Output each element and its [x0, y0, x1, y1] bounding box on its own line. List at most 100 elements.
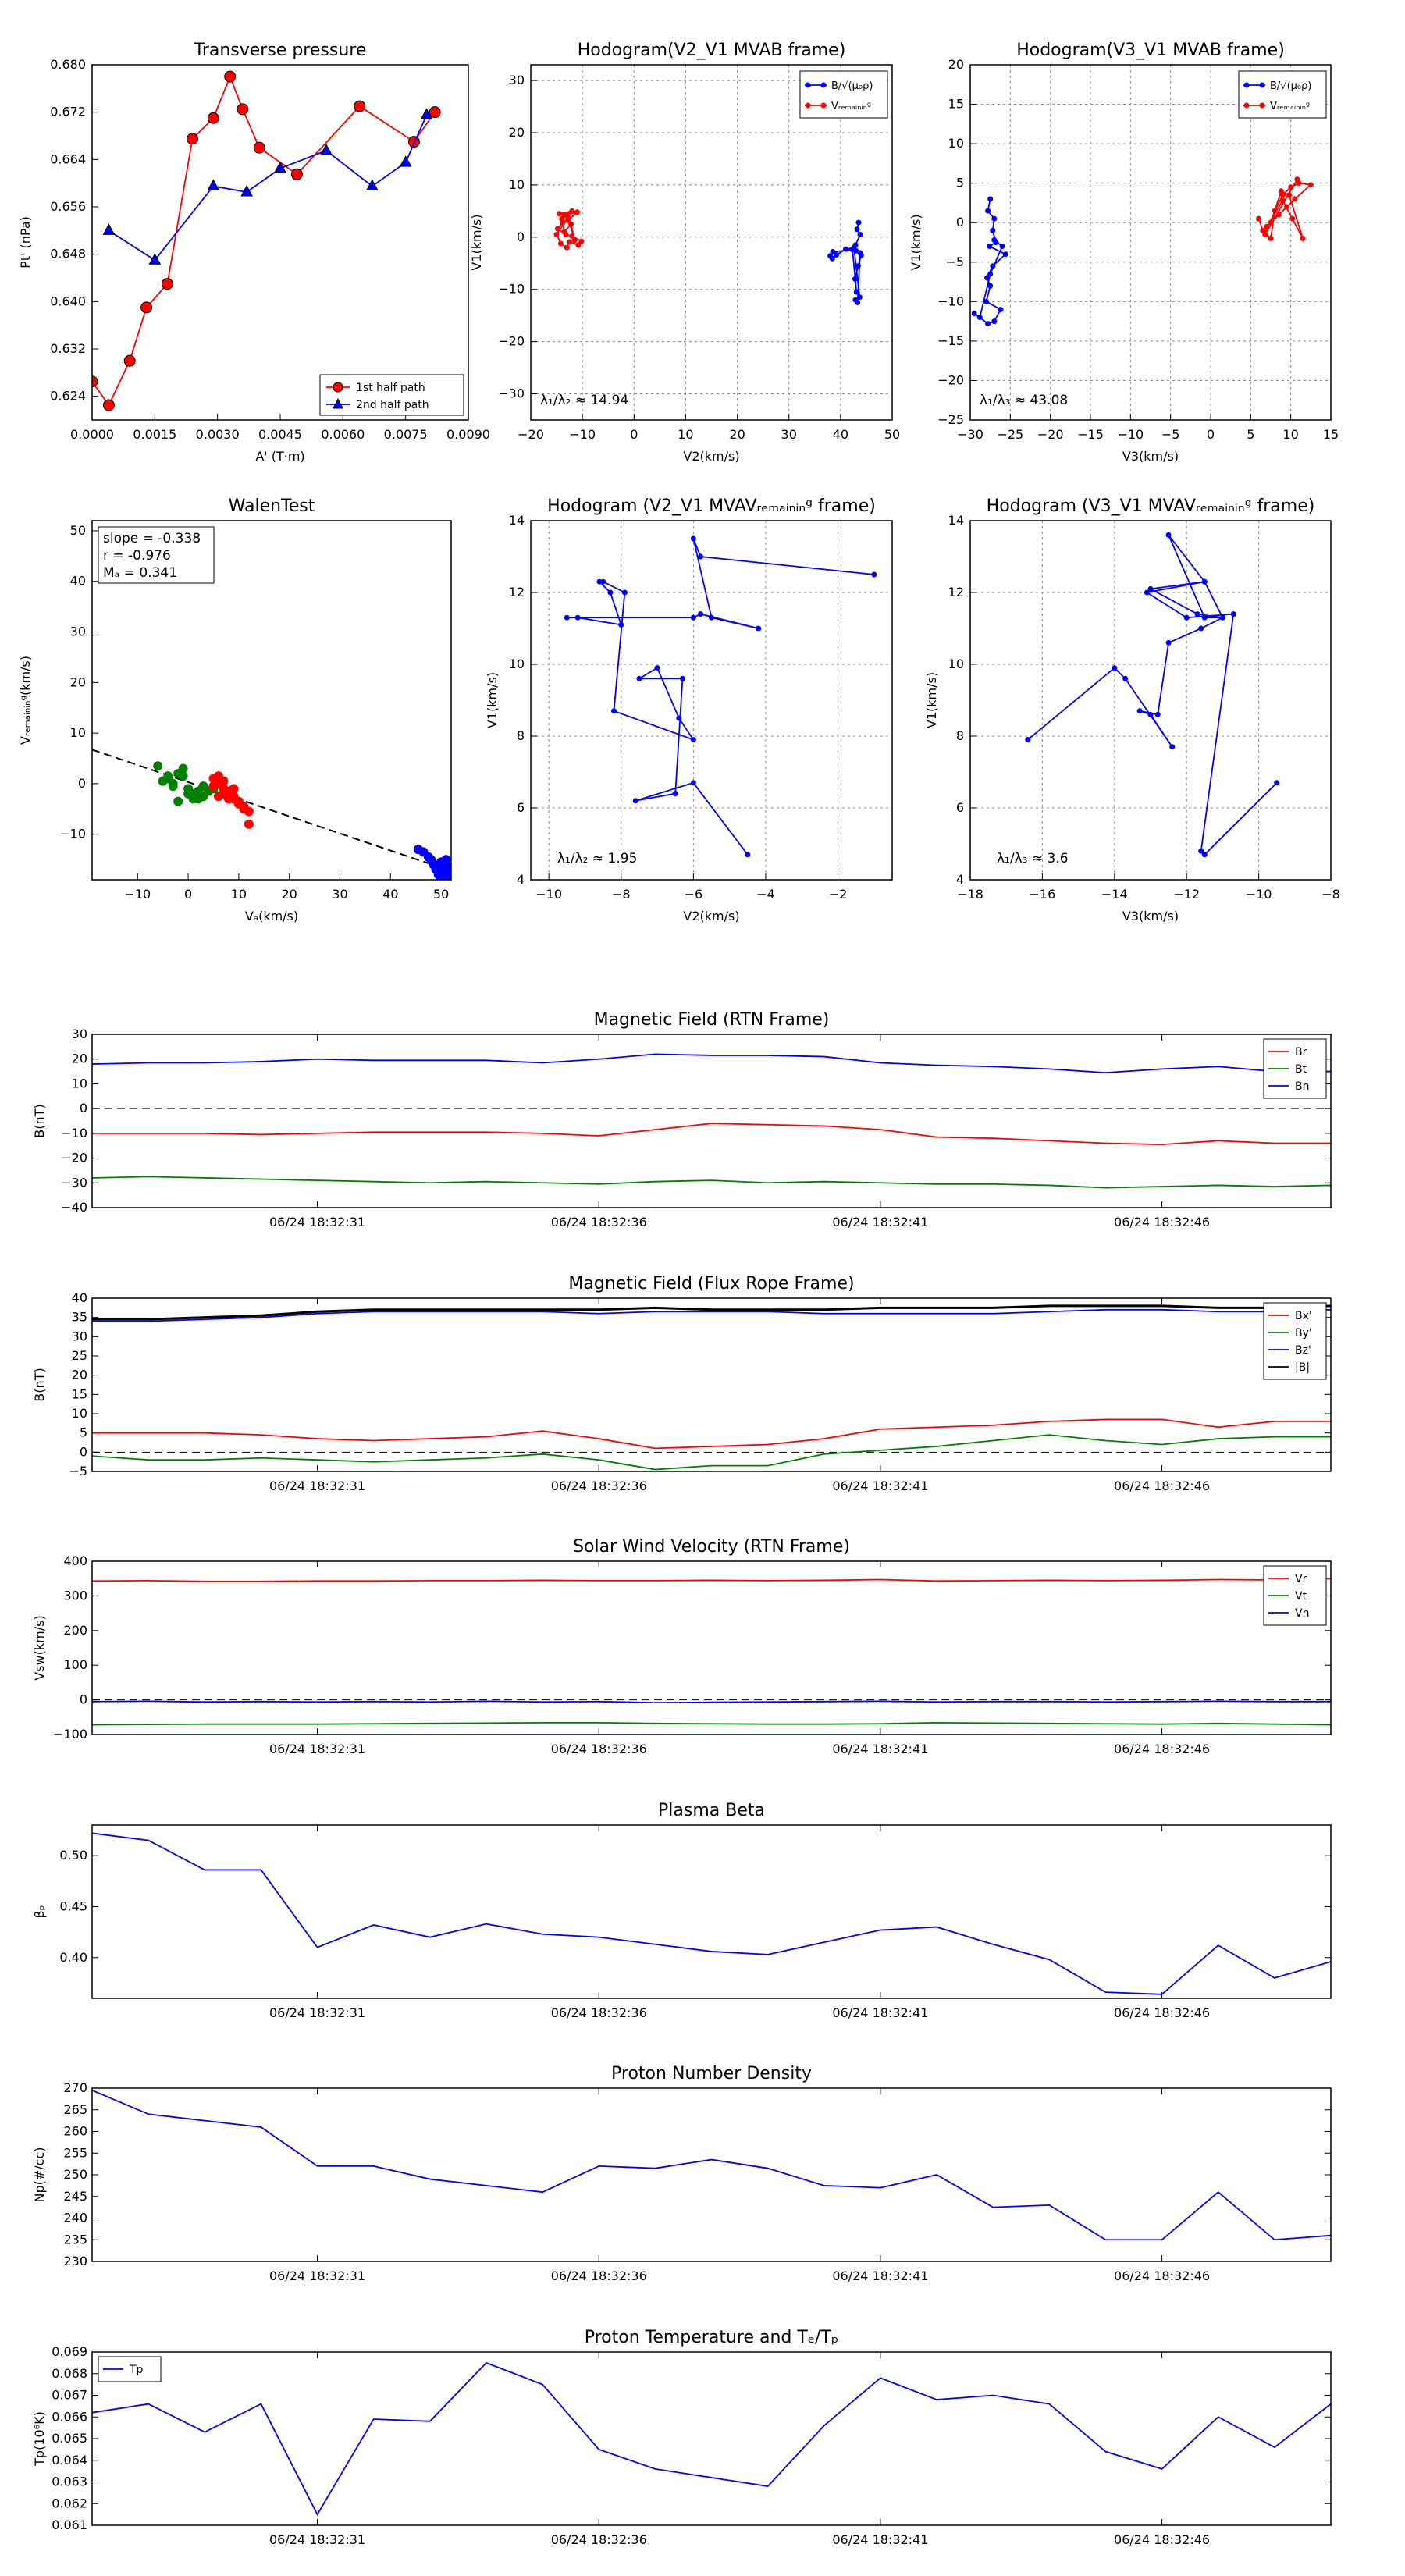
mvav21-plot-area	[564, 535, 877, 858]
tp-point-2nd half path	[420, 108, 433, 119]
hodo31-point-B	[984, 298, 990, 304]
walen-ytick-label: 40	[70, 574, 86, 589]
hodo31-point-B	[984, 275, 991, 281]
hodo21-plot-area	[553, 208, 864, 305]
mvav21-point-path	[610, 708, 617, 714]
tp-point-2nd half path	[320, 143, 333, 155]
hodo31-point-B	[971, 311, 977, 316]
hodo31-xtick-label: 0	[1207, 427, 1215, 442]
np-ytick-label: 255	[63, 2145, 87, 2160]
mvav21-xlabel: V2(km/s)	[683, 909, 739, 923]
brtn-ylabel: B(nT)	[32, 1104, 47, 1137]
np-xtick-label: 06/24 18:32:36	[551, 2268, 647, 2283]
hodo31-point-V	[1268, 219, 1274, 226]
hodo21-ytick-label: 10	[509, 177, 525, 192]
mvav21-point-path	[745, 852, 751, 858]
hodo31-point-B	[999, 244, 1005, 250]
hodo31-point-B	[987, 244, 993, 250]
mvav31-plot-frame	[969, 520, 1332, 881]
mvav21-point-path	[690, 737, 696, 743]
hodo31-point-B	[987, 196, 994, 202]
tpchart-ytick-label: 0.066	[52, 2409, 87, 2424]
hodo21-ytick-label: 0	[517, 229, 525, 244]
hodo21-point-V	[553, 231, 560, 237]
hodo31-legend-marker	[1243, 82, 1250, 88]
mvav31-point-path	[1201, 852, 1208, 858]
hodo21-title: Hodogram(V2_V1 MVAB frame)	[578, 41, 846, 60]
bfr-ytick-label: 5	[80, 1425, 87, 1440]
vsw-plot-area	[92, 1578, 1331, 1726]
bfr-legend-label: Bz'	[1295, 1344, 1311, 1357]
beta-ytick-label: 0.45	[59, 1898, 87, 1913]
beta-xtick-label: 06/24 18:32:31	[269, 2005, 365, 2020]
mvav21-ytick-label: 4	[517, 872, 525, 887]
mvav21-plot-frame	[530, 520, 893, 881]
tpchart-xtick-label: 06/24 18:32:36	[551, 2532, 647, 2547]
hodo31-ylabel: V1(km/s)	[909, 214, 923, 270]
hodo31-series-B-line	[973, 198, 1007, 325]
mvav31-point-path	[1183, 614, 1190, 621]
hodo31-ytick-label: 5	[956, 176, 964, 190]
tp-xtick-label: 0.0090	[446, 427, 490, 442]
tp-ytick-label: 0.672	[50, 105, 86, 119]
np-series-Np	[92, 2089, 1331, 2241]
walen-ytick-label: 30	[70, 624, 86, 639]
tp-point-2nd half path	[399, 155, 412, 167]
mvav21-title: Hodogram (V2_V1 MVAVᵣₑₘₐᵢₙᵢₙᵍ frame)	[547, 496, 876, 516]
mvav21-point-path	[690, 614, 696, 621]
beta-ytick-label: 0.50	[59, 1848, 87, 1863]
hodo31-legend-marker	[1259, 82, 1265, 88]
bfr-xtick-label: 06/24 18:32:31	[269, 1478, 365, 1493]
mvav31-point-path	[1165, 639, 1172, 646]
bfr-series-Bz'	[92, 1308, 1331, 1322]
walen-point-green	[188, 794, 198, 804]
hodo21-point-B	[829, 255, 835, 262]
hodo31-ytick-label: −20	[937, 372, 964, 387]
walen-ytick-label: 10	[70, 725, 86, 740]
mvav21-xtick-label: −6	[685, 887, 703, 902]
tp-xtick-label: 0.0030	[196, 427, 240, 442]
walen-plot-area	[92, 749, 451, 880]
vsw-legend-label: Vn	[1295, 1607, 1309, 1620]
tp-title: Transverse pressure	[194, 41, 367, 60]
hodo21-point-B	[854, 226, 860, 233]
hodo31-point-V	[1288, 184, 1294, 190]
tp-legend-marker	[333, 397, 343, 409]
hodo31-ytick-label: −5	[945, 254, 964, 269]
tp-xtick-label: 0.0000	[70, 427, 114, 442]
tp-point-1st half path	[224, 70, 237, 83]
brtn-ytick-label: −20	[61, 1151, 87, 1165]
mvav21-point-path	[690, 780, 696, 786]
mvav21-point-path	[621, 589, 628, 596]
hodo21-xtick-label: 40	[833, 427, 848, 442]
mvav31-point-path	[1219, 614, 1225, 621]
brtn-ytick-label: −30	[61, 1175, 87, 1190]
hodo21-xtick-label: 50	[884, 427, 900, 442]
vsw-legend-label: Vr	[1295, 1573, 1307, 1585]
hodo31-point-V	[1264, 223, 1270, 229]
beta-title: Plasma Beta	[658, 1801, 765, 1820]
hodo31-title: Hodogram(V3_V1 MVAB frame)	[1016, 41, 1285, 60]
tpchart-xtick-label: 06/24 18:32:31	[269, 2532, 365, 2547]
tp-point-2nd half path	[274, 161, 286, 173]
hodo21-ytick-label: 20	[509, 125, 525, 140]
tp-point-1st half path	[407, 136, 420, 148]
mvav21-point-path	[676, 715, 682, 721]
bfr-legend-label: |B|	[1295, 1361, 1310, 1374]
hodo31-legend-marker	[1259, 102, 1265, 109]
hodo31-point-B	[1002, 251, 1008, 258]
walen-stats-line: slope = -0.338	[103, 531, 201, 546]
hodo21-point-V	[567, 239, 573, 245]
hodo21-legend-label: Vᵣₑₘₐᵢₙᵢₙᵍ	[831, 101, 871, 112]
vsw-legend-label: Vt	[1295, 1590, 1307, 1603]
mvav31-point-path	[1169, 744, 1176, 750]
np-ytick-label: 265	[63, 2102, 87, 2117]
bfr-ylabel: B(nT)	[32, 1368, 47, 1401]
bfr-title: Magnetic Field (Flux Rope Frame)	[568, 1274, 854, 1293]
brtn-legend-label: Bn	[1295, 1080, 1309, 1093]
bfr-ytick-label: 35	[72, 1310, 87, 1325]
walen-stats-line: Mₐ = 0.341	[103, 565, 177, 581]
hodo31-ytick-label: −25	[937, 412, 964, 427]
mvav21-xtick-label: −10	[535, 887, 562, 902]
vsw-ytick-label: 0	[80, 1692, 87, 1707]
